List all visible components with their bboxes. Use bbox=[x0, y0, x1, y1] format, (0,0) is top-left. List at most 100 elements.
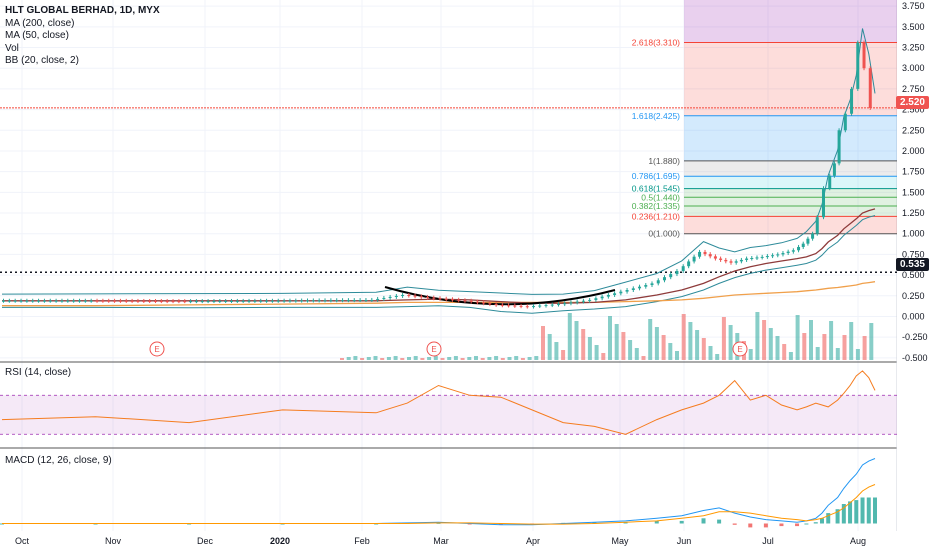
volume-bar bbox=[520, 358, 525, 360]
candle-body bbox=[66, 300, 70, 302]
y-tick-label: 1.000 bbox=[902, 229, 925, 239]
volume-bar bbox=[400, 358, 405, 360]
indicator-bb[interactable]: BB (20, close, 2) bbox=[5, 55, 79, 66]
volume-bar bbox=[514, 356, 519, 360]
candle-body bbox=[708, 254, 712, 257]
macd-histogram-bar bbox=[819, 518, 824, 524]
candle-body bbox=[294, 300, 298, 302]
last-price-tag: 2.520 bbox=[895, 96, 929, 109]
volume-bar bbox=[654, 327, 659, 360]
volume-bar bbox=[561, 350, 566, 360]
candle-body bbox=[719, 258, 723, 260]
volume-bar bbox=[628, 340, 633, 360]
macd-histogram-bar bbox=[826, 513, 831, 524]
candle-body bbox=[613, 293, 617, 295]
macd-histogram-bar bbox=[860, 497, 865, 524]
earnings-marker bbox=[732, 341, 748, 357]
candle-body bbox=[136, 300, 140, 302]
candle-body bbox=[862, 42, 866, 69]
volume-bar bbox=[842, 335, 847, 360]
candle-body bbox=[432, 297, 436, 299]
volume-bar bbox=[795, 315, 800, 360]
candle-body bbox=[25, 300, 29, 302]
candle-body bbox=[323, 300, 327, 302]
candle-body bbox=[569, 302, 573, 304]
y-tick-label: 0.750 bbox=[902, 249, 925, 259]
x-tick-label: Mar bbox=[433, 536, 449, 546]
candle-body bbox=[95, 300, 99, 302]
chart-legend: HLT GLOBAL BERHAD, 1D, MYX MA (200, clos… bbox=[5, 5, 160, 68]
macd-label[interactable]: MACD (12, 26, close, 9) bbox=[5, 455, 112, 466]
candle-body bbox=[413, 295, 417, 297]
candle-body bbox=[159, 301, 163, 303]
candle-body bbox=[713, 256, 717, 259]
volume-bar bbox=[440, 358, 445, 360]
macd-histogram-bar bbox=[623, 522, 628, 524]
macd-histogram-bar bbox=[717, 519, 722, 524]
candle-body bbox=[729, 261, 733, 263]
time-axis-background bbox=[0, 531, 932, 550]
volume-bar bbox=[608, 316, 612, 360]
candle-body bbox=[681, 266, 685, 271]
rsi-label[interactable]: RSI (14, close) bbox=[5, 367, 72, 378]
fib-zone-top bbox=[684, 0, 897, 43]
candle-body bbox=[7, 300, 11, 302]
volume-bar bbox=[574, 321, 579, 360]
candle-body bbox=[662, 277, 666, 281]
candle-body bbox=[206, 301, 210, 303]
candle-body bbox=[760, 256, 764, 258]
volume-bar bbox=[453, 356, 458, 360]
candle-body bbox=[525, 306, 529, 308]
candle-body bbox=[755, 257, 759, 259]
candle-body bbox=[113, 300, 117, 302]
symbol-title: HLT GLOBAL BERHAD, 1D, MYX bbox=[5, 5, 160, 16]
indicator-ma200[interactable]: MA (200, close) bbox=[5, 17, 75, 29]
macd-histogram-bar bbox=[866, 497, 871, 524]
volume-bar bbox=[413, 356, 418, 360]
volume-bar bbox=[494, 356, 499, 360]
bollinger-lower bbox=[2, 215, 876, 314]
rsi-line bbox=[1, 370, 876, 435]
fib-level-label: 0.786(1.695) bbox=[632, 171, 680, 181]
candle-body bbox=[776, 254, 780, 256]
volume-bar bbox=[708, 346, 713, 360]
candle-body bbox=[130, 300, 134, 302]
macd-histogram-bar bbox=[813, 522, 818, 524]
candle-body bbox=[619, 291, 623, 294]
volume-bar bbox=[447, 357, 452, 360]
candle-body bbox=[469, 300, 473, 302]
rsi-pane: 100.0080.0060.0040.00 bbox=[0, 361, 930, 435]
candle-body bbox=[638, 286, 642, 289]
candle-body bbox=[675, 270, 679, 275]
y-tick-label: 0.250 bbox=[902, 291, 925, 301]
candle-body bbox=[868, 68, 872, 108]
fibonacci-extension: 2.618(3.310) 1.618(2.425) 1(1.880) 0.786(1.… bbox=[0, 0, 897, 273]
macd-histogram-bar bbox=[835, 509, 840, 524]
candle-body bbox=[341, 300, 345, 302]
signal-line bbox=[2, 484, 876, 525]
candle-body bbox=[656, 280, 660, 284]
price-axis: 3.750 3.500 3.250 3.000 2.750 2.500 2.250 2.000… bbox=[897, 0, 932, 550]
volume-bar bbox=[748, 349, 753, 360]
volume-bar bbox=[675, 351, 679, 360]
volume-bar bbox=[340, 358, 344, 360]
volume-bar bbox=[849, 322, 854, 360]
candle-body bbox=[806, 238, 810, 244]
candle-body bbox=[625, 290, 629, 292]
fib-zone-teal bbox=[684, 176, 897, 189]
candle-body bbox=[856, 42, 860, 89]
candle-body bbox=[124, 300, 128, 302]
volume-bar bbox=[695, 330, 700, 360]
volume-bar bbox=[802, 333, 807, 360]
candle-body bbox=[556, 304, 560, 306]
indicator-vol[interactable]: Vol bbox=[5, 42, 19, 54]
volume-bar bbox=[648, 319, 653, 360]
candle-body bbox=[575, 301, 579, 303]
y-tick-label: 2.500 bbox=[902, 105, 925, 115]
indicator-ma50[interactable]: MA (50, close) bbox=[5, 30, 69, 41]
volume-bar bbox=[433, 356, 438, 360]
candle-body bbox=[394, 295, 398, 297]
candle-body bbox=[329, 300, 333, 302]
candle-body bbox=[765, 256, 769, 258]
